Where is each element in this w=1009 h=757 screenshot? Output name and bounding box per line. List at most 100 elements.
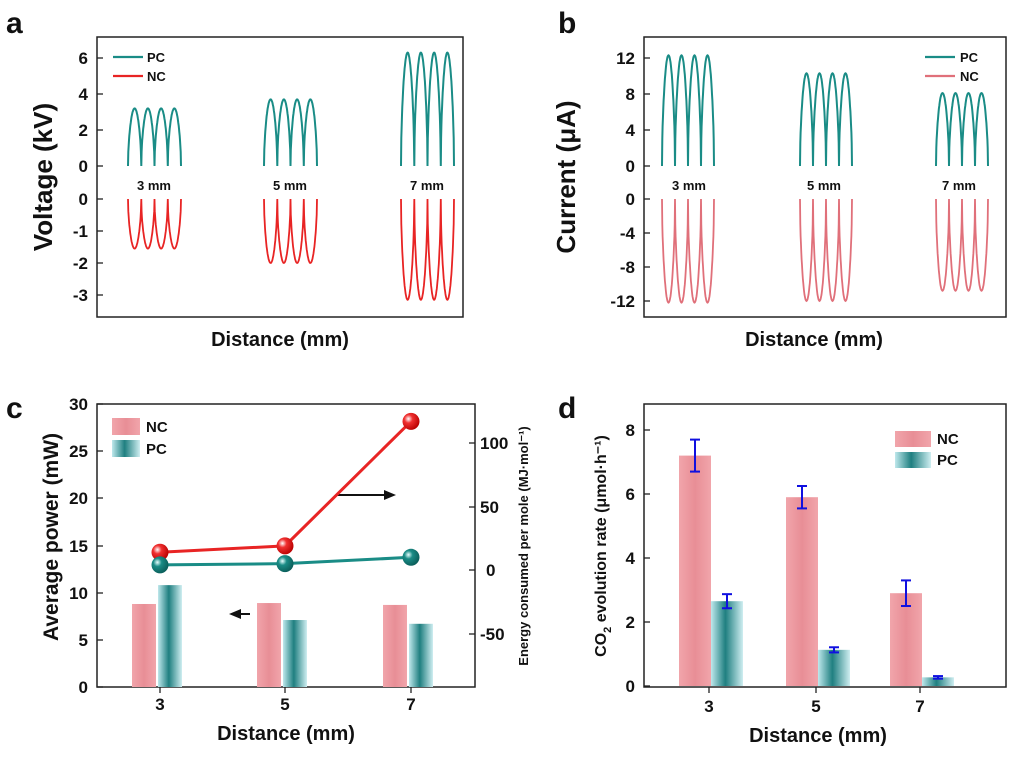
ytick-label: 10 (69, 584, 88, 603)
group-label: 3 mm (672, 178, 706, 193)
ytick-label: 20 (69, 489, 88, 508)
legend-swatch-nc (895, 431, 931, 447)
y2tick-label: -50 (480, 625, 505, 644)
nc-energy-point (151, 543, 169, 561)
pc-bar (922, 677, 954, 686)
pc-energy-point (151, 556, 169, 574)
ytick-label: 0 (79, 190, 88, 209)
ytick-label: 0 (79, 157, 88, 176)
group-label: 3 mm (137, 178, 171, 193)
pc-bar (158, 585, 182, 687)
plot-frame-d (643, 403, 1007, 688)
ytick-label: 0 (626, 677, 635, 696)
panel-label-b: b (558, 7, 576, 40)
pc-waveform (400, 51, 455, 167)
ytick-label: 4 (626, 121, 636, 140)
legend-swatch-pc (895, 452, 931, 468)
chart-d: 0 2 4 6 8 3 5 7 CO2 evolution rate (μmol… (593, 403, 1007, 747)
y2-axis-title-c: Energy consumed per mole (MJ·mol⁻¹) (516, 426, 531, 665)
y-axis-title-b: Current (μA) (551, 100, 581, 253)
ytick-label: -12 (610, 292, 635, 311)
pc-bar (711, 601, 743, 686)
legend-label-pc: PC (937, 452, 958, 469)
nc-waveform (799, 198, 853, 303)
legend-label-nc: NC (146, 419, 168, 436)
pc-energy-point (402, 548, 420, 566)
x-ticks-d (708, 687, 921, 693)
legend-label-nc: NC (960, 69, 979, 84)
pc-waveform (799, 72, 853, 167)
y-ticks-d (644, 429, 650, 687)
pc-bar (283, 620, 307, 687)
x-axis-title-a: Distance (mm) (211, 329, 349, 351)
y-ticks-b (644, 57, 650, 302)
x-ticks-c (159, 687, 412, 693)
group-label: 7 mm (410, 178, 444, 193)
ytick-label: -4 (620, 224, 636, 243)
ytick-label: 5 (79, 631, 88, 650)
group-label: 5 mm (807, 178, 841, 193)
ytick-label: -8 (620, 258, 635, 277)
bars-c (132, 585, 433, 687)
pc-waveform (263, 98, 318, 167)
ylabel-rest: evolution rate (μmol·h⁻¹) (593, 435, 610, 627)
ytick-label: 6 (626, 485, 635, 504)
ytick-label: 2 (626, 613, 635, 632)
legend-label-pc: PC (147, 50, 166, 65)
nc-bar (786, 497, 818, 686)
x-axis-title-c: Distance (mm) (217, 723, 355, 745)
ytick-label: 15 (69, 537, 88, 556)
x-axis-title-d: Distance (mm) (749, 725, 887, 747)
legend-swatch-nc (112, 418, 140, 435)
ytick-label: 8 (626, 85, 635, 104)
xtick-label: 7 (406, 695, 415, 714)
pc-energy-point (276, 555, 294, 573)
ylabel-sub: 2 (602, 627, 614, 633)
y2-ticks-c (469, 442, 475, 635)
panel-label-a: a (6, 7, 23, 40)
panel-label-c: c (6, 392, 23, 425)
lines-c (151, 412, 420, 574)
ytick-label: 12 (616, 49, 635, 68)
nc-bar (890, 593, 922, 686)
y-ticks-c (97, 403, 103, 688)
xtick-label: 5 (811, 697, 820, 716)
y-axis-title-a: Voltage (kV) (28, 103, 58, 251)
waveforms-b (661, 54, 989, 304)
pc-waveform (935, 92, 989, 167)
y2tick-label: 0 (486, 561, 495, 580)
y-axis-title-c: Average power (mW) (40, 433, 63, 641)
ytick-label: 8 (626, 421, 635, 440)
plot-frame-b (643, 36, 1007, 318)
xtick-label: 3 (704, 697, 713, 716)
waveforms-a (127, 51, 455, 301)
nc-energy-point (276, 537, 294, 555)
group-label: 7 mm (942, 178, 976, 193)
xtick-label: 3 (155, 695, 164, 714)
group-label: 5 mm (273, 178, 307, 193)
legend-swatch-pc (112, 440, 140, 457)
nc-bar (679, 455, 711, 686)
ytick-label: 0 (626, 190, 635, 209)
nc-waveform (263, 198, 318, 264)
panel-label-d: d (558, 392, 576, 425)
ytick-label: 2 (79, 121, 88, 140)
pc-bar (409, 623, 433, 687)
ylabel-main: CO (593, 633, 610, 657)
y2tick-label: 50 (480, 498, 499, 517)
legend-label-pc: PC (960, 50, 979, 65)
legend-label-nc: NC (147, 69, 166, 84)
ytick-label: 6 (79, 49, 88, 68)
nc-waveform (400, 198, 455, 301)
ytick-label: -3 (73, 286, 88, 305)
nc-bar (383, 604, 407, 687)
nc-bar (257, 603, 281, 687)
nc-bar (132, 603, 156, 687)
legend-label-nc: NC (937, 431, 959, 448)
ytick-label: 0 (79, 678, 88, 697)
chart-c: 0 5 10 15 20 25 30 -50 0 50 100 3 5 7 Av… (40, 395, 531, 745)
arrow-left-icon (229, 609, 250, 619)
chart-a: 6 4 2 0 0 -1 -2 -3 Voltage (kV) Distance… (28, 36, 464, 351)
pc-bar (818, 649, 850, 686)
